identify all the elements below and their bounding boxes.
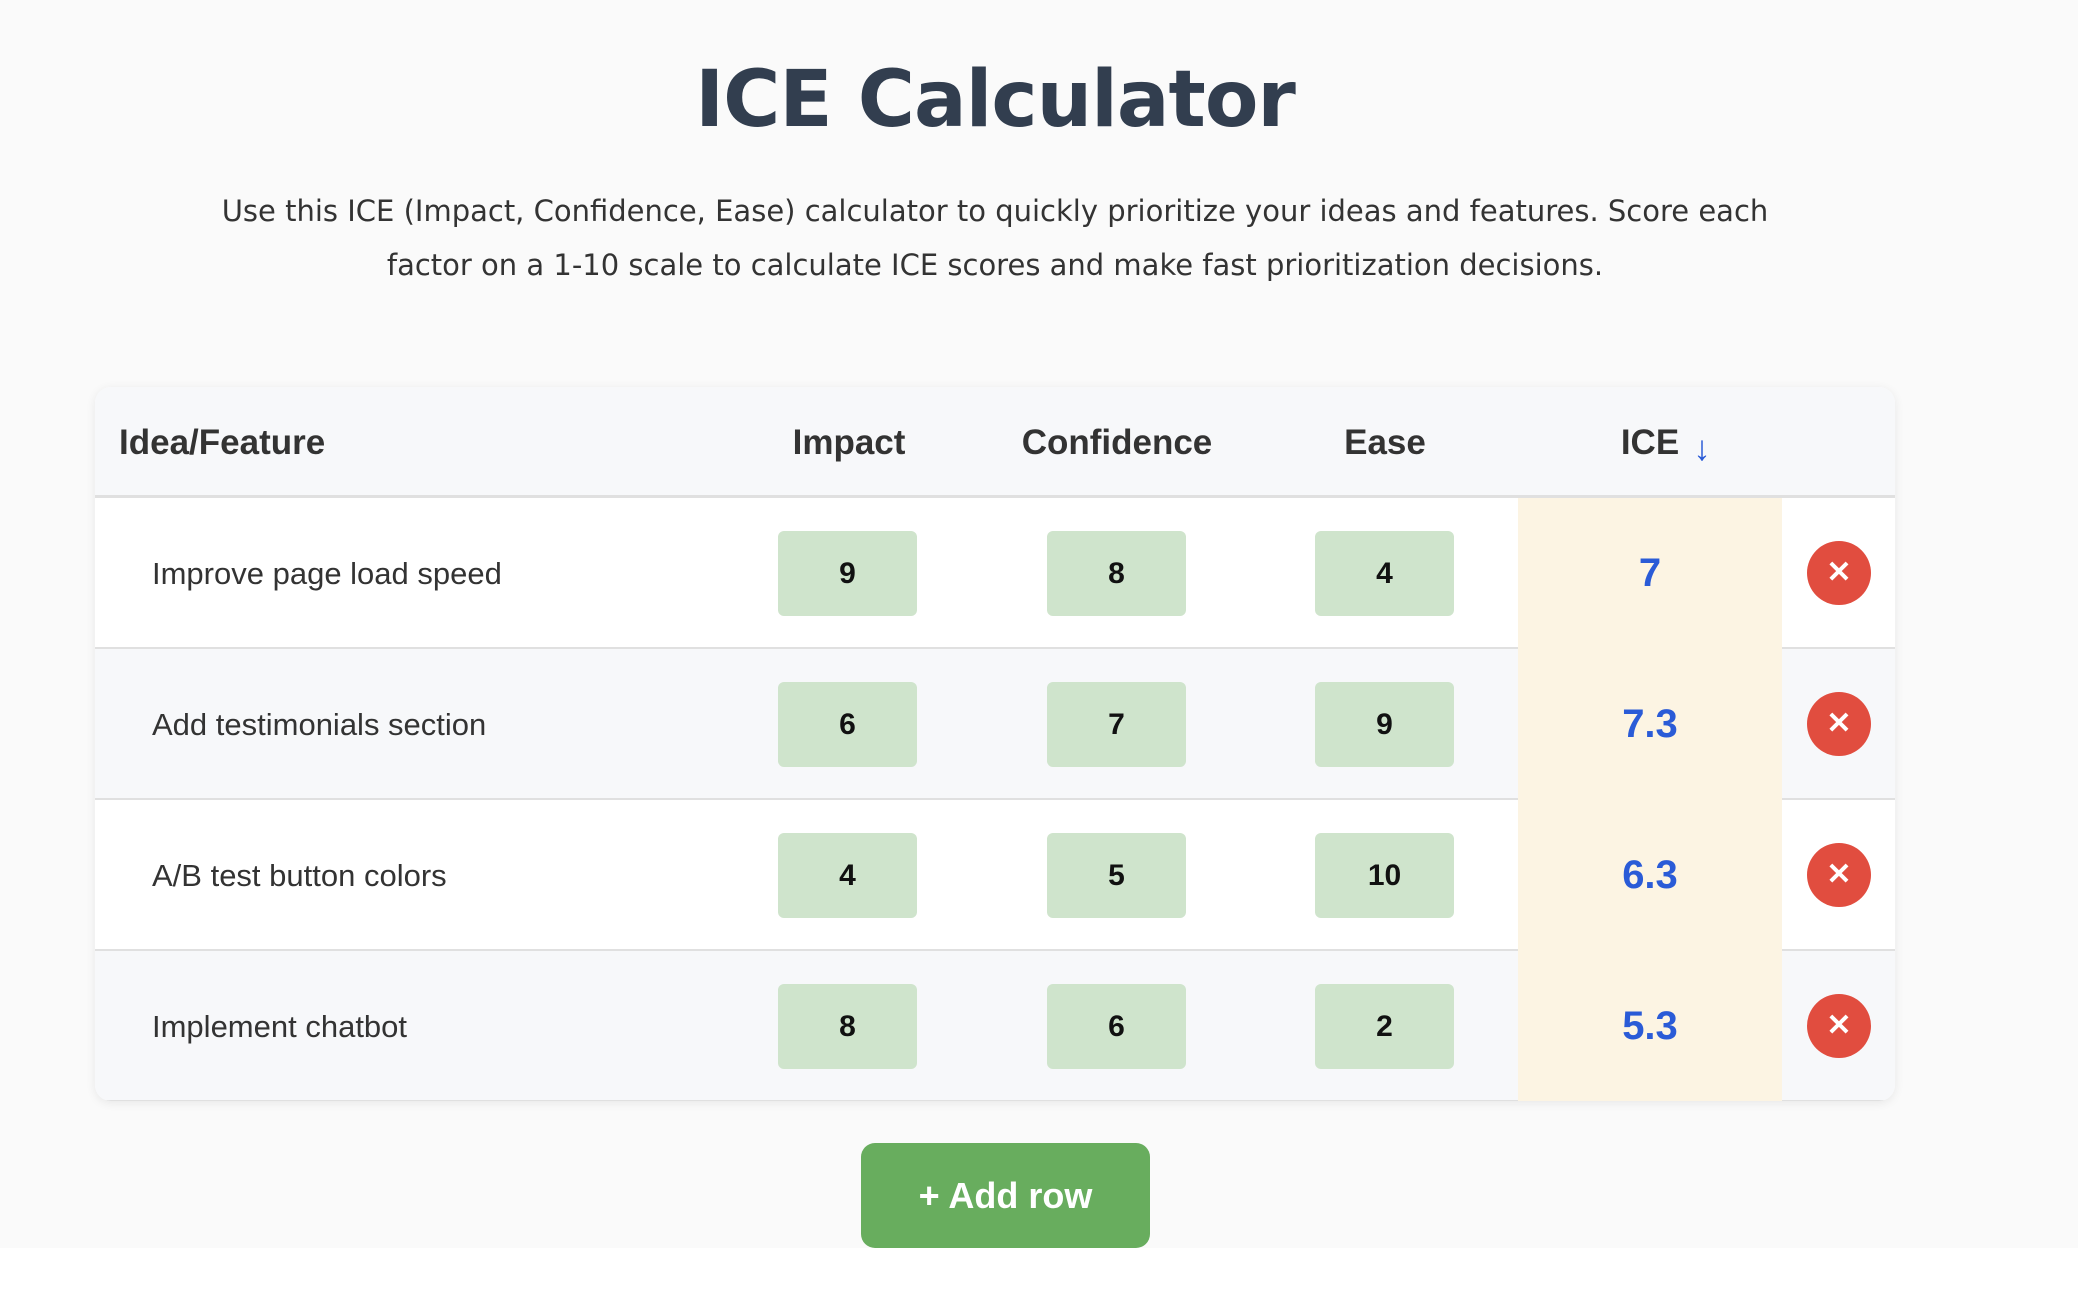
- close-icon: ✕: [1826, 1009, 1852, 1042]
- page-background: ICE Calculator Use this ICE (Impact, Con…: [95, 55, 1895, 1248]
- idea-name-input[interactable]: Add testimonials section: [152, 707, 487, 742]
- add-row-button[interactable]: + Add row: [861, 1143, 1150, 1248]
- header-confidence[interactable]: Confidence: [1021, 423, 1213, 462]
- table-row: Implement chatbot 8 6 2 5.3 ✕: [95, 951, 1895, 1101]
- table-row: A/B test button colors 4 5 10 6.3 ✕: [95, 800, 1895, 951]
- delete-row-button[interactable]: ✕: [1807, 843, 1871, 907]
- idea-name-input[interactable]: A/B test button colors: [152, 858, 447, 893]
- page-title: ICE Calculator: [695, 55, 1296, 145]
- delete-row-button[interactable]: ✕: [1807, 541, 1871, 605]
- header-ice[interactable]: ICE: [1620, 423, 1680, 462]
- ice-score: 6.3: [1518, 800, 1782, 951]
- close-icon: ✕: [1826, 858, 1852, 891]
- impact-input[interactable]: 4: [778, 833, 917, 918]
- confidence-input[interactable]: 7: [1047, 682, 1186, 767]
- delete-row-button[interactable]: ✕: [1807, 994, 1871, 1058]
- confidence-input[interactable]: 5: [1047, 833, 1186, 918]
- impact-input[interactable]: 6: [778, 682, 917, 767]
- page-description: Use this ICE (Impact, Confidence, Ease) …: [221, 194, 1769, 282]
- ease-input[interactable]: 4: [1315, 531, 1454, 616]
- confidence-input[interactable]: 8: [1047, 531, 1186, 616]
- ease-input[interactable]: 9: [1315, 682, 1454, 767]
- close-icon: ✕: [1826, 707, 1852, 740]
- ice-score: 7: [1518, 498, 1782, 649]
- ice-score: 5.3: [1518, 951, 1782, 1101]
- table-row: Add testimonials section 6 7 9 7.3 ✕: [95, 649, 1895, 800]
- delete-row-button[interactable]: ✕: [1807, 692, 1871, 756]
- header-impact[interactable]: Impact: [792, 423, 906, 462]
- header-idea: Idea/Feature: [119, 423, 326, 462]
- ice-table: Idea/Feature Impact Confidence Ease ICE …: [95, 387, 1895, 1101]
- ice-score: 7.3: [1518, 649, 1782, 800]
- confidence-input[interactable]: 6: [1047, 984, 1186, 1069]
- header-ease[interactable]: Ease: [1344, 423, 1426, 462]
- impact-input[interactable]: 8: [778, 984, 917, 1069]
- ease-input[interactable]: 10: [1315, 833, 1454, 918]
- close-icon: ✕: [1826, 556, 1852, 589]
- impact-input[interactable]: 9: [778, 531, 917, 616]
- table-row: Improve page load speed 9 8 4 7 ✕: [95, 498, 1895, 649]
- ease-input[interactable]: 2: [1315, 984, 1454, 1069]
- sort-down-icon[interactable]: ↓: [1693, 429, 1711, 468]
- idea-name-input[interactable]: Improve page load speed: [152, 556, 502, 591]
- table-header: Idea/Feature Impact Confidence Ease ICE …: [95, 387, 1895, 498]
- idea-name-input[interactable]: Implement chatbot: [152, 1009, 408, 1044]
